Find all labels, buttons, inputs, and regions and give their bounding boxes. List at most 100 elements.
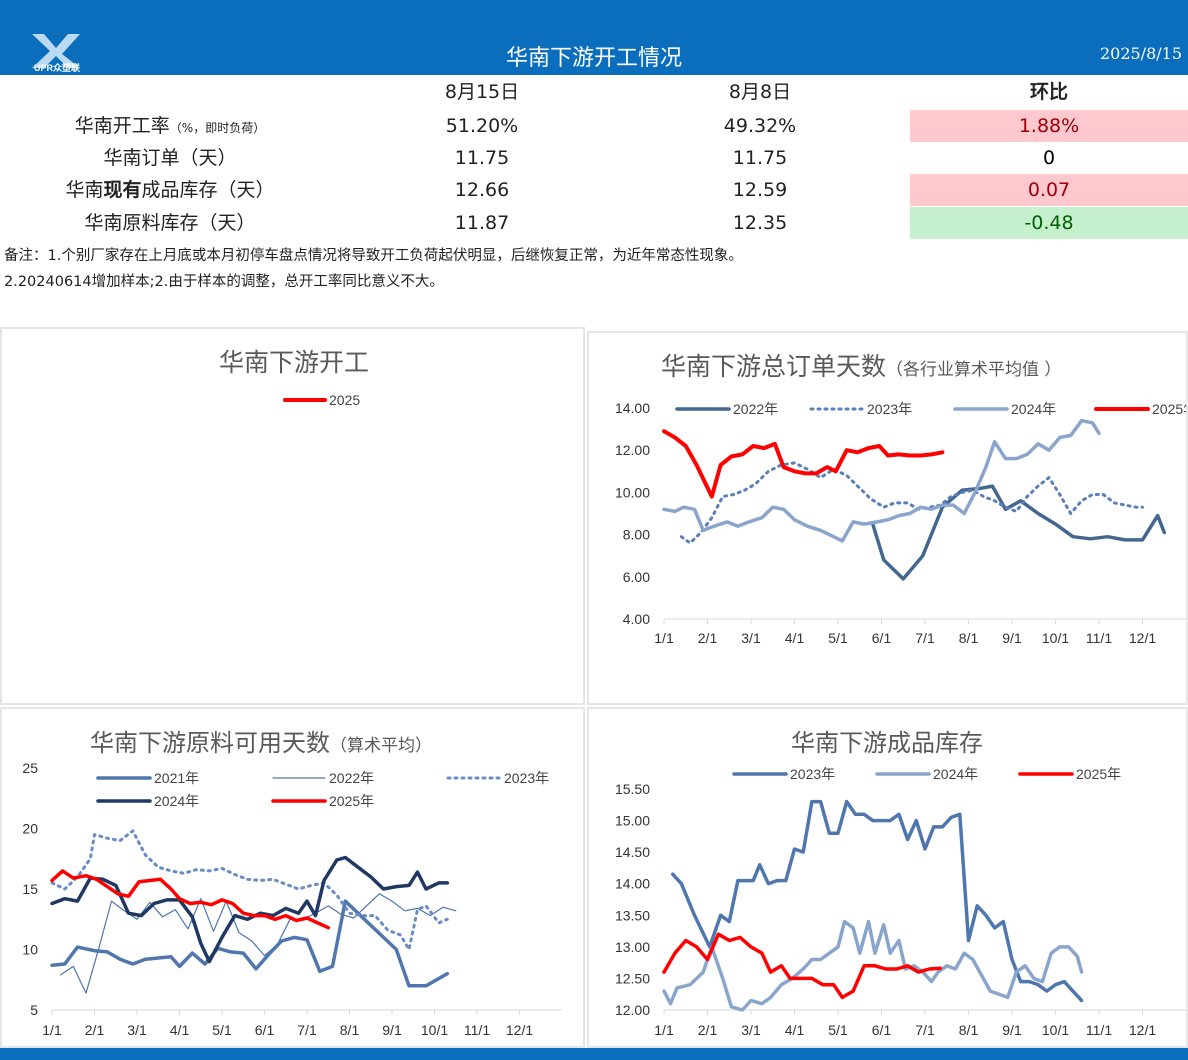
- y-tick-label: 20: [22, 821, 38, 837]
- company-logo: UPR众塑联: [32, 34, 81, 72]
- x-tick-label: 12/1: [506, 1022, 533, 1038]
- x-tick-label: 8/1: [340, 1022, 360, 1038]
- header-bar: UPR众塑联 华南下游开工情况 2025/8/15: [0, 0, 1188, 75]
- y-tick-label: 13.50: [615, 907, 650, 923]
- y-tick-label: 10: [22, 942, 38, 958]
- y-tick-label: 14.00: [615, 876, 650, 892]
- utilization-chart: 华南下游开工0.00%10.00%20.00%30.00%40.00%50.00…: [16, 348, 567, 1023]
- panel-raw-material-chart: 华南下游原料可用天数（算术平均） 5 10 15 20 25 1/1 2/1 3/1 4/1 5/1…: [0, 707, 585, 1048]
- x-tick-label: 12/1: [1129, 1022, 1156, 1038]
- row-label-utilization: 华南开工率（%，即时负荷）: [74, 115, 266, 137]
- row-label-finished-inventory: 华南现有成品库存（天）: [65, 179, 275, 201]
- panel-finished-inventory-chart: 华南下游成品库存 12.00 12.50 13.00 13.50 14.00 14.50 15…: [587, 707, 1188, 1048]
- col-header-previous: 8月8日: [728, 81, 792, 103]
- y-tick-label: 15.00: [615, 813, 650, 829]
- cell-utilization-change: 1.88%: [910, 110, 1188, 142]
- series-line-2025年: [50, 869, 331, 930]
- x-tick-label: 4/1: [785, 630, 805, 646]
- x-tick-label: 2/1: [698, 630, 718, 646]
- x-tick-label: 6/1: [872, 1022, 892, 1038]
- y-tick-label: 12.00: [615, 442, 650, 458]
- y-tick-label: 6.00: [623, 569, 650, 585]
- legend-label: 2025: [329, 392, 360, 408]
- x-tick-label: 6/1: [872, 630, 892, 646]
- row-label-raw-material: 华南原料库存（天）: [84, 212, 256, 234]
- legend-label: 2023年: [790, 766, 835, 782]
- y-tick-label: 25: [22, 760, 38, 776]
- legend-label: 2024年: [933, 766, 978, 782]
- x-tick-label: 11/1: [464, 1022, 490, 1038]
- x-tick-label: 5/1: [828, 630, 848, 646]
- series-line-2024年: [50, 855, 450, 964]
- x-tick-label: 3/1: [127, 1022, 147, 1038]
- series-line-2024年: [662, 919, 1084, 1012]
- logo-text: UPR众塑联: [34, 62, 81, 72]
- legend-label: 2024年: [154, 793, 199, 809]
- x-tick-label: 7/1: [915, 1022, 935, 1038]
- y-tick-label: 14.50: [615, 844, 650, 860]
- series-line-2023年: [679, 461, 1144, 545]
- footer-bar: [0, 1048, 1188, 1060]
- legend-label: 2023年: [504, 770, 549, 786]
- x-tick-label: 10/1: [1042, 1022, 1069, 1038]
- legend-label: 2024年: [1011, 401, 1056, 417]
- x-tick-label: 10/1: [1042, 630, 1069, 646]
- x-tick-label: 4/1: [170, 1022, 190, 1038]
- x-tick-label: 2/1: [698, 1022, 718, 1038]
- y-tick-label: 4.00: [623, 611, 650, 627]
- y-tick-label: 8.00: [623, 527, 650, 543]
- x-tick-label: 4/1: [785, 1022, 805, 1038]
- y-tick-label: 15: [22, 881, 38, 897]
- series-line-2025年: [662, 429, 945, 499]
- x-tick-label: 5/1: [212, 1022, 232, 1038]
- x-tick-label: 2/1: [85, 1022, 105, 1038]
- x-tick-label: 11/1: [1086, 630, 1112, 646]
- series-line-2023年: [50, 829, 449, 951]
- cell-orders-previous: 11.75: [732, 147, 788, 169]
- legend-label: 2025年: [1152, 401, 1186, 417]
- series-line-2022年: [871, 484, 1167, 581]
- series-line-2025年: [662, 932, 942, 1000]
- col-header-current: 8月15日: [444, 81, 520, 103]
- report-date: 2025/8/15: [1099, 44, 1182, 63]
- page-title: 华南下游开工情况: [505, 46, 682, 71]
- x-tick-label: 1/1: [654, 630, 674, 646]
- y-tick-label: 13.00: [615, 939, 650, 955]
- note-line-1: 备注：1.个别厂家存在上月底或本月初停车盘点情况将导致开工负荷起伏明显，后继恢复…: [4, 248, 743, 264]
- series-line-2024年: [662, 418, 1101, 543]
- y-tick-label: 15.50: [615, 781, 650, 797]
- chart-title: 华南下游成品库存: [791, 729, 983, 757]
- x-tick-label: 10/1: [421, 1022, 448, 1038]
- x-tick-label: 7/1: [297, 1022, 317, 1038]
- x-tick-label: 9/1: [382, 1022, 402, 1038]
- x-tick-label: 11/1: [1086, 1022, 1112, 1038]
- x-tick-label: 7/1: [915, 630, 935, 646]
- x-tick-label: 5/1: [828, 1022, 848, 1038]
- x-tick-label: 8/1: [959, 1022, 979, 1038]
- cell-finished-inventory-change: 0.07: [910, 174, 1188, 206]
- finished-inventory-chart: 华南下游成品库存 12.00 12.50 13.00 13.50 14.00 14.50 15…: [615, 729, 1186, 1038]
- x-tick-label: 1/1: [42, 1022, 62, 1038]
- cell-raw-material-change: -0.48: [910, 207, 1188, 239]
- legend-label: 2022年: [329, 770, 374, 786]
- x-tick-label: 3/1: [741, 630, 761, 646]
- series-line-2022年: [59, 893, 457, 994]
- legend-label: 2021年: [154, 770, 199, 786]
- x-tick-label: 12/1: [1129, 630, 1156, 646]
- legend-label: 2022年: [733, 401, 778, 417]
- cell-finished-inventory-current: 12.66: [454, 179, 510, 201]
- x-tick-label: 6/1: [255, 1022, 275, 1038]
- y-tick-label: 10.00: [615, 484, 650, 500]
- orders-chart: 华南下游总订单天数（各行业算术平均值 ） 4.00 6.00 8.00 10.00 12.…: [615, 352, 1188, 646]
- cell-orders-change: 0: [910, 142, 1188, 174]
- legend-label: 2025年: [1076, 766, 1121, 782]
- series-line-2021年: [50, 899, 450, 988]
- cell-utilization-previous: 49.32%: [723, 115, 797, 137]
- x-tick-label: 3/1: [741, 1022, 761, 1038]
- legend-label: 2025年: [329, 793, 374, 809]
- chart-title: 华南下游开工: [219, 348, 369, 377]
- cell-utilization-current: 51.20%: [445, 115, 519, 137]
- col-header-change: 环比: [1029, 81, 1068, 103]
- x-tick-label: 9/1: [1002, 630, 1022, 646]
- x-tick-label: 1/1: [654, 1022, 674, 1038]
